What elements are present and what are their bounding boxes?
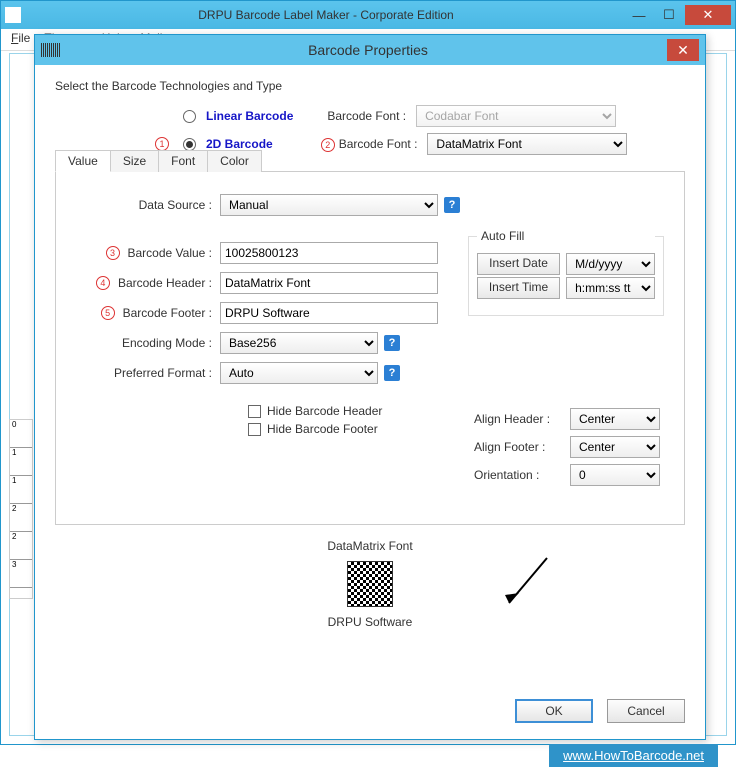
main-titlebar: DRPU Barcode Label Maker - Corporate Edi… [1, 1, 735, 29]
barcode-properties-dialog: Barcode Properties ✕ Select the Barcode … [34, 34, 706, 740]
barcode-header-label: Barcode Header : [118, 276, 212, 290]
barcode-font-label-2: Barcode Font : [339, 137, 418, 151]
data-source-label: Data Source : [80, 198, 220, 212]
barcode-preview: DataMatrix Font DRPU Software [55, 539, 685, 629]
menu-file[interactable]: File [11, 31, 30, 48]
2d-barcode-label[interactable]: 2D Barcode [206, 137, 273, 151]
barcode-value-input[interactable] [220, 242, 438, 264]
dialog-body: Select the Barcode Technologies and Type… [35, 65, 705, 643]
linear-barcode-label[interactable]: Linear Barcode [206, 109, 293, 123]
callout-1: 1 [155, 137, 169, 151]
ruler-vertical: 011 223 [9, 419, 33, 599]
preferred-format-select[interactable]: Auto [220, 362, 378, 384]
barcode-header-input[interactable] [220, 272, 438, 294]
preview-header: DataMatrix Font [55, 539, 685, 553]
help-icon[interactable]: ? [384, 365, 400, 381]
2d-barcode-radio[interactable] [183, 138, 196, 151]
orientation-label: Orientation : [474, 468, 570, 482]
cancel-button[interactable]: Cancel [607, 699, 685, 723]
dialog-title: Barcode Properties [69, 42, 667, 58]
barcode-font-select-1: Codabar Font [416, 105, 616, 127]
orientation-select[interactable]: 0 [570, 464, 660, 486]
help-icon[interactable]: ? [384, 335, 400, 351]
barcode-icon [41, 43, 61, 57]
tab-color[interactable]: Color [207, 150, 262, 172]
callout-5: 5 [101, 306, 115, 320]
hide-header-checkbox[interactable] [248, 405, 261, 418]
insert-date-button[interactable]: Insert Date [477, 253, 560, 275]
align-header-select[interactable]: Center [570, 408, 660, 430]
encoding-mode-label: Encoding Mode : [80, 336, 220, 350]
tab-size[interactable]: Size [110, 150, 159, 172]
autofill-legend: Auto Fill [477, 229, 655, 243]
barcode-footer-label: Barcode Footer : [123, 306, 212, 320]
barcode-footer-input[interactable] [220, 302, 438, 324]
barcode-font-label-1: Barcode Font : [327, 109, 406, 123]
time-format-select[interactable]: h:mm:ss tt [566, 277, 655, 299]
tab-value[interactable]: Value [55, 150, 111, 172]
tabs-panel: Value Size Font Color Data Source : Manu… [55, 171, 685, 525]
callout-2: 2 [321, 138, 335, 152]
arrow-icon [497, 553, 557, 613]
dialog-close-button[interactable]: ✕ [667, 39, 699, 61]
encoding-mode-select[interactable]: Base256 [220, 332, 378, 354]
section-label: Select the Barcode Technologies and Type [55, 79, 685, 93]
data-source-select[interactable]: Manual [220, 194, 438, 216]
close-button[interactable]: ✕ [685, 5, 731, 25]
main-title: DRPU Barcode Label Maker - Corporate Edi… [27, 8, 625, 22]
datamatrix-icon [347, 561, 393, 607]
linear-barcode-radio[interactable] [183, 110, 196, 123]
insert-time-button[interactable]: Insert Time [477, 277, 560, 299]
preferred-format-label: Preferred Format : [80, 366, 220, 380]
barcode-font-select-2[interactable]: DataMatrix Font [427, 133, 627, 155]
barcode-value-label: Barcode Value : [128, 246, 213, 260]
date-format-select[interactable]: M/d/yyyy [566, 253, 655, 275]
ok-button[interactable]: OK [515, 699, 593, 723]
minimize-button[interactable]: — [625, 5, 653, 25]
dialog-titlebar: Barcode Properties ✕ [35, 35, 705, 65]
callout-3: 3 [106, 246, 120, 260]
app-icon [5, 7, 21, 23]
hide-footer-checkbox[interactable] [248, 423, 261, 436]
callout-4: 4 [96, 276, 110, 290]
autofill-group: Auto Fill Insert Date M/d/yyyy Insert Ti… [468, 236, 664, 316]
align-footer-select[interactable]: Center [570, 436, 660, 458]
tab-font[interactable]: Font [158, 150, 208, 172]
help-icon[interactable]: ? [444, 197, 460, 213]
align-footer-label: Align Footer : [474, 440, 570, 454]
maximize-button[interactable]: ☐ [655, 5, 683, 25]
hide-footer-label: Hide Barcode Footer [267, 422, 378, 436]
footer-link[interactable]: www.HowToBarcode.net [549, 744, 718, 767]
align-header-label: Align Header : [474, 412, 570, 426]
preview-footer: DRPU Software [55, 615, 685, 629]
hide-header-label: Hide Barcode Header [267, 404, 382, 418]
